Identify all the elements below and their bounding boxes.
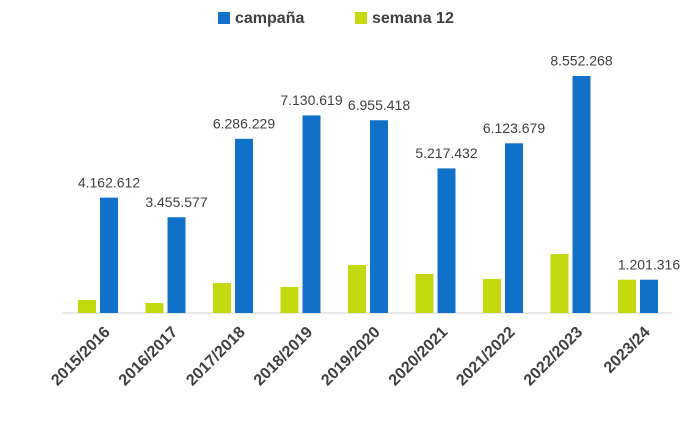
bar bbox=[167, 217, 186, 313]
bar bbox=[370, 120, 388, 313]
bar bbox=[550, 253, 569, 313]
bar bbox=[572, 76, 591, 313]
x-tick-label: 2022/2023 bbox=[521, 324, 587, 390]
value-label: 6.286.229 bbox=[213, 115, 275, 131]
bar bbox=[618, 279, 636, 313]
legend-label: campaña bbox=[235, 10, 304, 27]
bar bbox=[437, 168, 456, 313]
x-tick-label: 2017/2018 bbox=[183, 324, 249, 390]
bar bbox=[640, 279, 658, 313]
x-tick-label: 2023/24 bbox=[601, 324, 654, 377]
value-label: 7.130.619 bbox=[280, 92, 342, 108]
x-tick-label: 2021/2022 bbox=[453, 324, 519, 390]
x-tick-label: 2020/2021 bbox=[386, 324, 452, 390]
value-label: 4.162.612 bbox=[78, 174, 140, 190]
x-tick-label: 2018/2019 bbox=[251, 324, 317, 390]
bar bbox=[78, 299, 96, 313]
bar bbox=[415, 273, 434, 313]
legend-swatch bbox=[355, 12, 367, 24]
value-label: 1.201.316 bbox=[618, 256, 680, 272]
bar bbox=[235, 138, 253, 313]
bar bbox=[505, 143, 523, 313]
value-label: 5.217.432 bbox=[415, 145, 477, 161]
bar bbox=[145, 303, 164, 313]
bar bbox=[280, 286, 299, 313]
bar bbox=[348, 265, 366, 313]
value-label: 6.955.418 bbox=[348, 97, 410, 113]
bar bbox=[100, 197, 118, 313]
legend-swatch bbox=[218, 12, 230, 24]
x-tick-label: 2016/2017 bbox=[116, 324, 182, 390]
x-tick-label: 2019/2020 bbox=[318, 324, 384, 390]
value-label: 6.123.679 bbox=[483, 120, 545, 136]
value-label: 3.455.577 bbox=[145, 194, 207, 210]
bar bbox=[483, 278, 501, 313]
value-label: 8.552.268 bbox=[550, 53, 612, 69]
bar bbox=[213, 283, 231, 313]
bar bbox=[302, 115, 321, 313]
x-tick-label: 2015/2016 bbox=[48, 324, 114, 390]
legend-label: semana 12 bbox=[372, 10, 454, 27]
